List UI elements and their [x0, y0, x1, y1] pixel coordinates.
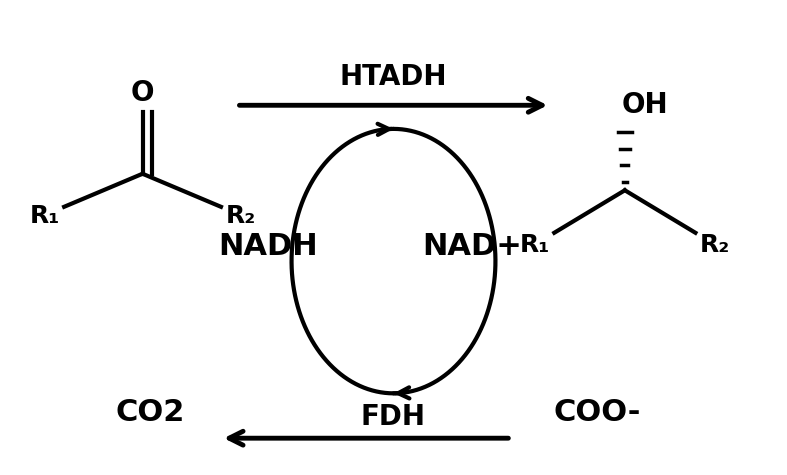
Text: R₂: R₂ — [700, 233, 730, 256]
Text: FDH: FDH — [361, 403, 426, 431]
Text: NADH: NADH — [218, 232, 318, 261]
Text: R₁: R₁ — [519, 233, 550, 256]
Text: NAD+: NAD+ — [422, 232, 522, 261]
Text: COO-: COO- — [554, 398, 641, 427]
Text: HTADH: HTADH — [340, 63, 447, 91]
Text: O: O — [131, 79, 154, 107]
Text: CO2: CO2 — [116, 398, 185, 427]
Text: R₁: R₁ — [29, 204, 60, 228]
Text: OH: OH — [621, 91, 667, 119]
Text: R₂: R₂ — [225, 204, 256, 228]
